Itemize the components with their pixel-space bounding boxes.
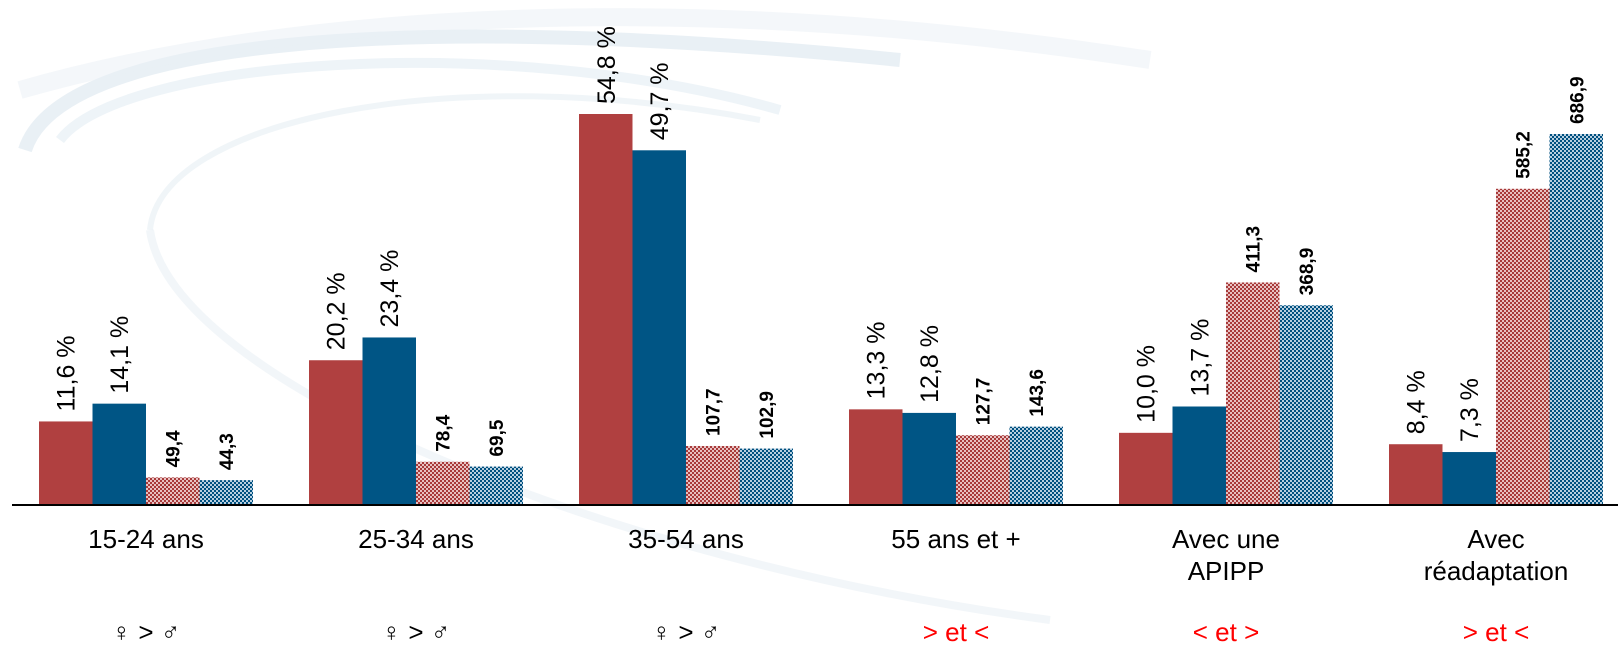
bar-4-3 bbox=[739, 448, 793, 504]
category-label-2: 25-34 ans bbox=[358, 524, 474, 554]
bar-2-5 bbox=[1172, 406, 1226, 504]
bar-2-6 bbox=[1442, 452, 1496, 504]
bar-3-1 bbox=[146, 477, 200, 504]
bar-label-1-2: 20,2 % bbox=[323, 272, 351, 350]
bars bbox=[39, 114, 1603, 505]
bar-label-4-6: 686,9 bbox=[1567, 76, 1588, 124]
bar-label-3-6: 585,2 bbox=[1514, 131, 1535, 179]
bar-value-labels: 11,6 % 14,1 % 49,4 44,3 20,2 % 23,4 % 78,4 69,5… bbox=[53, 26, 1589, 470]
bar-2-4 bbox=[902, 412, 956, 504]
bar-2-2 bbox=[362, 337, 416, 504]
bar-4-5 bbox=[1279, 305, 1333, 504]
bar-3-4 bbox=[956, 435, 1010, 504]
bar-label-3-5: 411,3 bbox=[1244, 226, 1265, 273]
bar-1-4 bbox=[849, 409, 903, 504]
bar-3-6 bbox=[1496, 188, 1550, 505]
bar-2-3 bbox=[632, 150, 686, 504]
bar-4-4 bbox=[1009, 426, 1063, 504]
category-label-5: Avec une APIPP bbox=[1172, 524, 1280, 586]
bar-label-4-4: 143,6 bbox=[1027, 369, 1048, 417]
category-label-4: 55 ans et + bbox=[891, 524, 1020, 554]
comparison-label-4: > et < bbox=[923, 617, 990, 647]
bar-label-1-3: 54,8 % bbox=[593, 26, 621, 104]
bar-label-2-4: 12,8 % bbox=[916, 325, 944, 403]
bar-3-2 bbox=[416, 461, 470, 504]
bar-4-1 bbox=[199, 480, 253, 504]
comparison-label-5: < et > bbox=[1193, 617, 1260, 647]
bar-label-2-6: 7,3 % bbox=[1456, 378, 1484, 442]
bar-4-6 bbox=[1549, 134, 1603, 504]
category-label-3: 35-54 ans bbox=[628, 524, 744, 554]
bar-label-4-5: 368,9 bbox=[1297, 248, 1318, 296]
bar-label-1-1: 11,6 % bbox=[53, 335, 81, 411]
bar-label-4-3: 102,9 bbox=[757, 391, 778, 439]
bar-4-2 bbox=[469, 466, 523, 504]
bar-2-1 bbox=[92, 403, 146, 504]
bar-label-4-2: 69,5 bbox=[487, 419, 508, 456]
bar-label-1-6: 8,4 % bbox=[1403, 370, 1431, 434]
bar-1-2 bbox=[309, 360, 363, 504]
bar-label-2-1: 14,1 % bbox=[106, 316, 134, 394]
bar-label-4-1: 44,3 bbox=[217, 433, 238, 470]
bar-1-5 bbox=[1119, 432, 1173, 504]
category-label-1: 15-24 ans bbox=[88, 524, 204, 554]
category-labels: 15-24 ans 25-34 ans 35-54 ans 55 ans et + Av… bbox=[88, 524, 1568, 586]
bar-label-1-4: 13,3 % bbox=[863, 322, 891, 400]
bar-label-2-2: 23,4 % bbox=[376, 250, 404, 328]
comparison-label-3: ♀ > ♂ bbox=[652, 617, 721, 647]
bar-3-5 bbox=[1226, 282, 1280, 504]
category-label-6: Avec réadaptation bbox=[1424, 524, 1569, 586]
comparison-label-1: ♀ > ♂ bbox=[112, 617, 181, 647]
comparison-label-6: > et < bbox=[1463, 617, 1530, 647]
bar-label-3-2: 78,4 bbox=[434, 414, 455, 451]
comparison-labels: ♀ > ♂ ♀ > ♂ ♀ > ♂ > et < < et > > et < bbox=[112, 617, 1530, 647]
bar-label-3-3: 107,7 bbox=[704, 388, 725, 436]
bar-1-1 bbox=[39, 421, 93, 504]
bar-label-3-1: 49,4 bbox=[164, 430, 185, 467]
bar-label-2-3: 49,7 % bbox=[646, 62, 674, 140]
bar-1-3 bbox=[579, 114, 633, 504]
bar-1-6 bbox=[1389, 444, 1443, 504]
bar-label-1-5: 10,0 % bbox=[1133, 345, 1161, 423]
bar-label-3-4: 127,7 bbox=[974, 378, 995, 426]
comparison-label-2: ♀ > ♂ bbox=[382, 617, 451, 647]
bar-label-2-5: 13,7 % bbox=[1186, 319, 1214, 397]
bar-3-3 bbox=[686, 445, 740, 504]
background-swoosh bbox=[17, 8, 1152, 624]
